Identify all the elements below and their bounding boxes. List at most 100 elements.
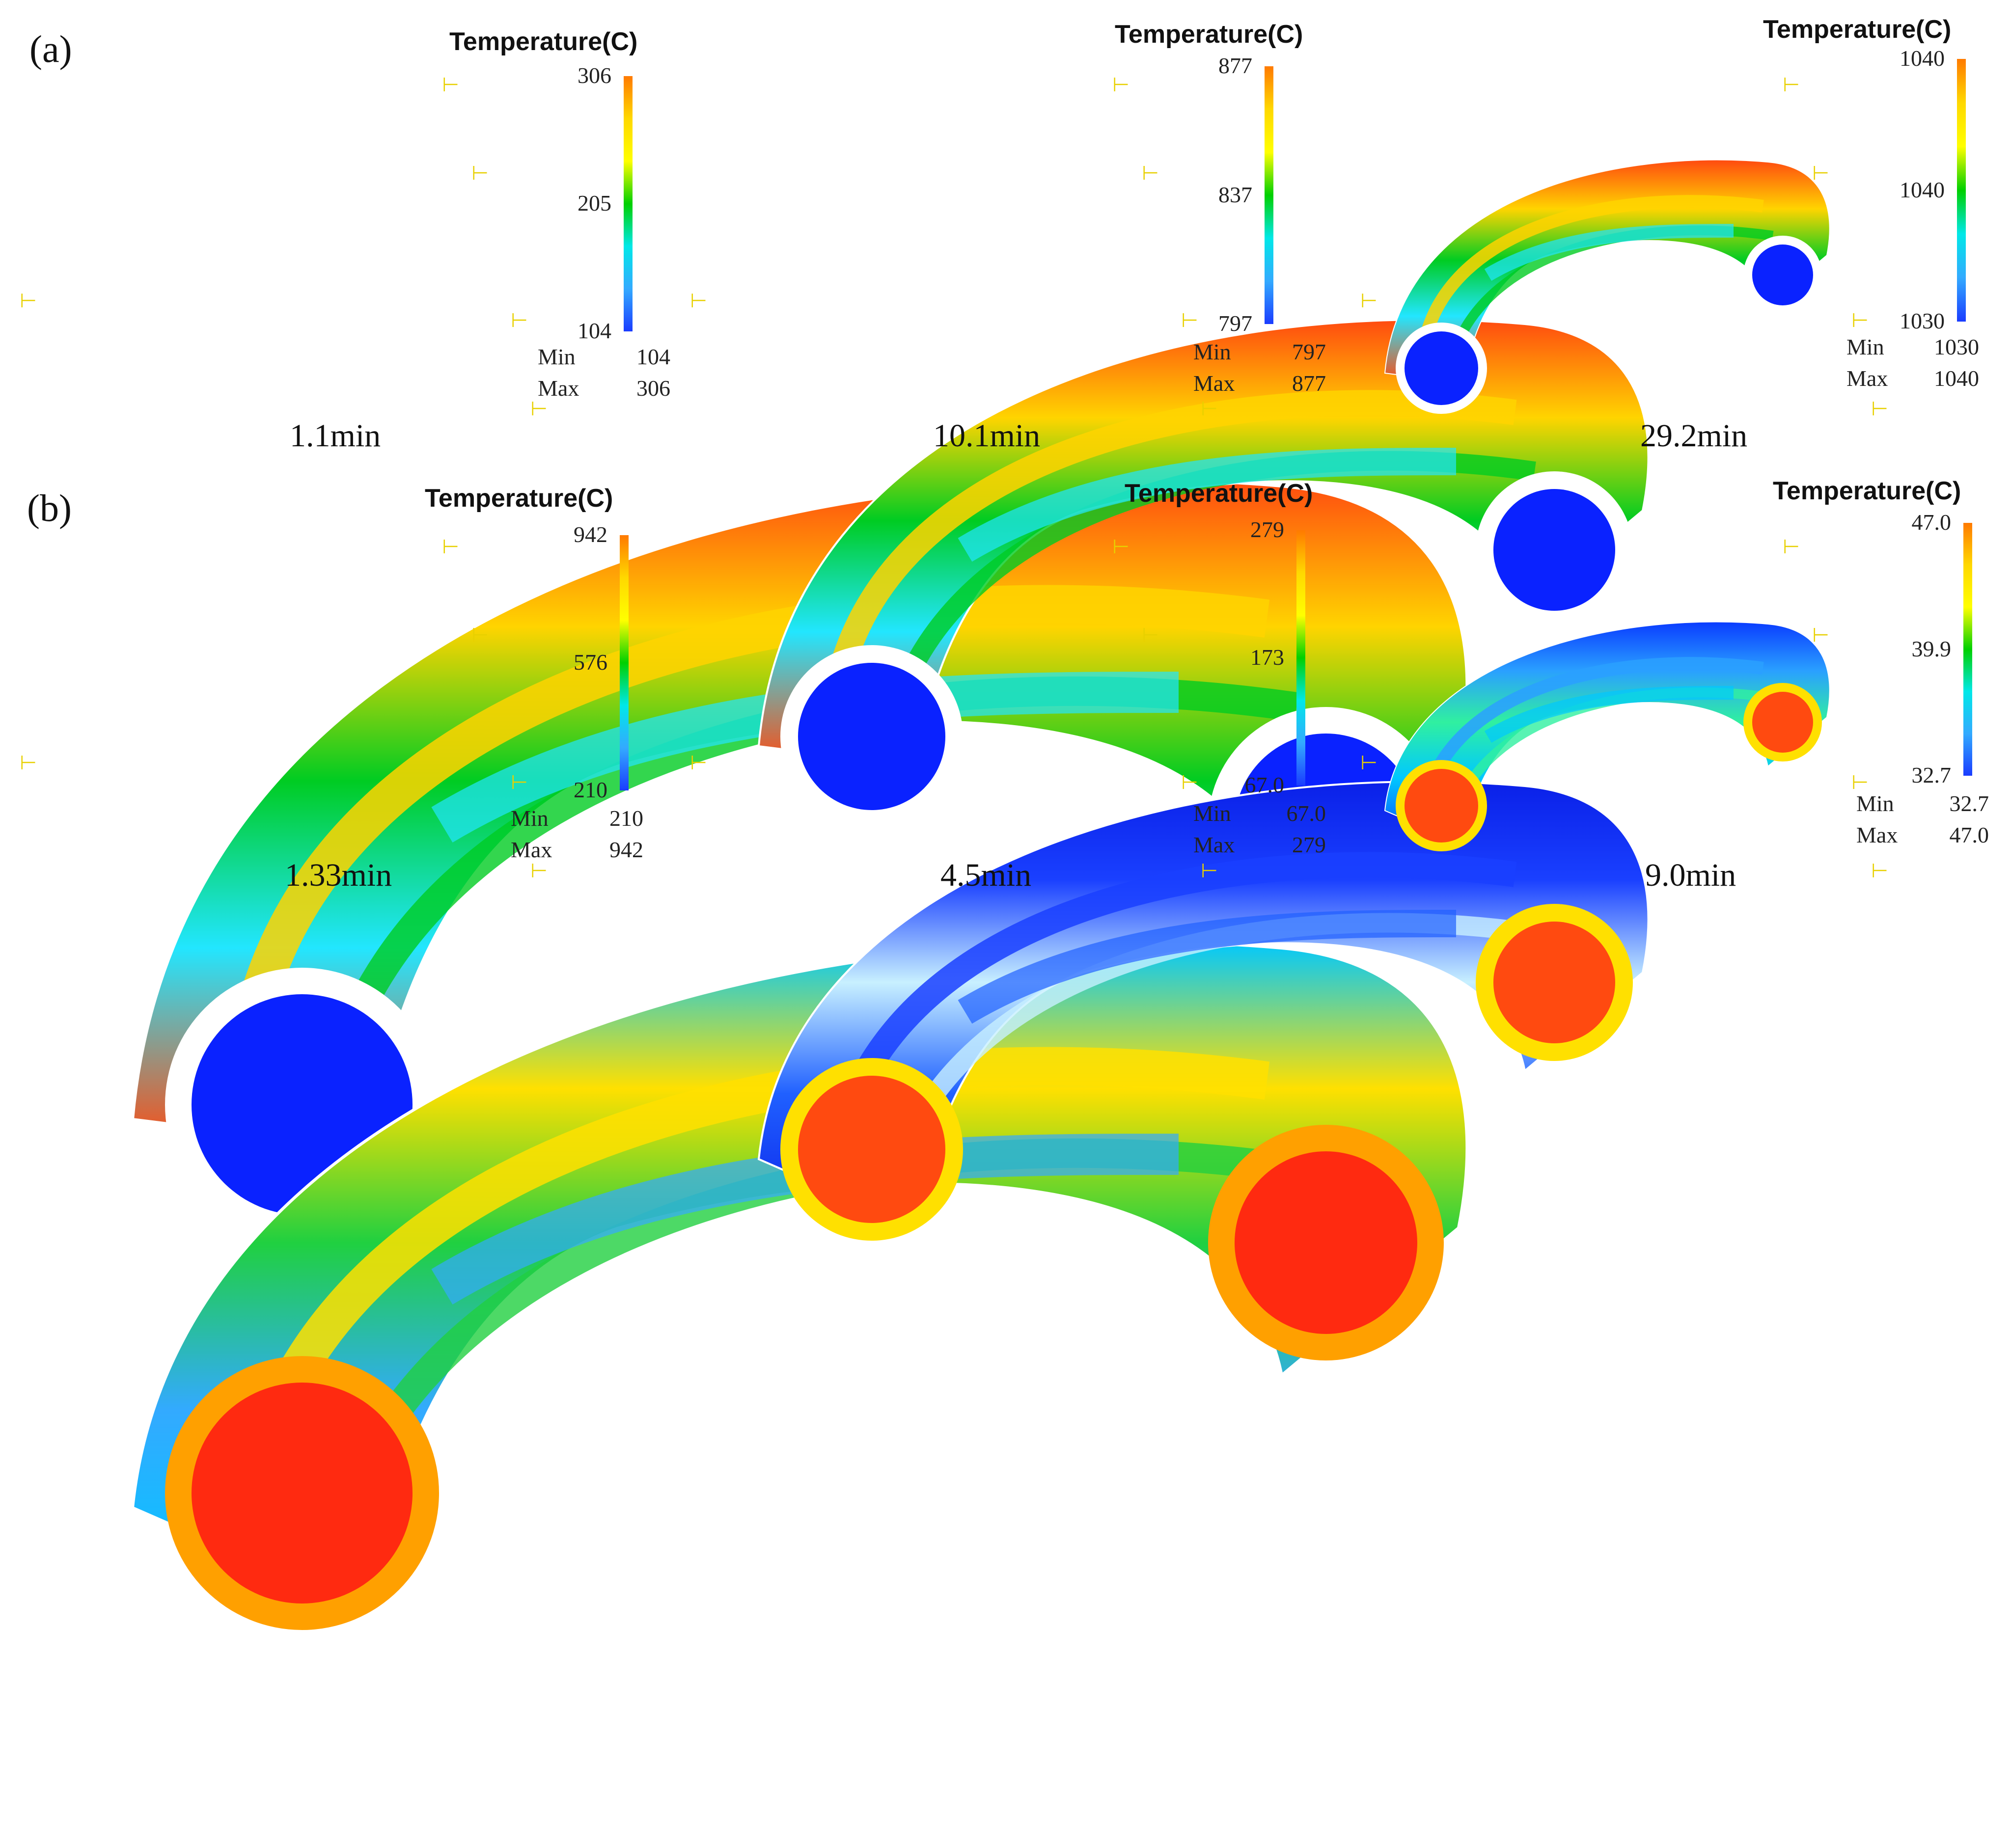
cross-section-core (1752, 245, 1813, 305)
view-axis-mark: ⊢ (1851, 309, 1869, 332)
view-axis-mark: ⊢ (1142, 162, 1159, 185)
max-label: Max (1856, 822, 1898, 847)
cross-section-core (1493, 922, 1615, 1043)
colorbar-tick-mid: 39.9 (1911, 636, 1952, 661)
min-label: Min (1193, 801, 1231, 826)
view-axis-mark: ⊢ (1783, 536, 1800, 558)
ring-band (1484, 686, 1734, 743)
view-axis-mark: ⊢ (690, 290, 707, 312)
max-value: 942 (609, 837, 643, 862)
legend-title: Temperature(C) (449, 27, 638, 56)
row-label-b: (b) (27, 487, 72, 529)
colorbar (1957, 59, 1966, 322)
min-value: 797 (1292, 339, 1326, 364)
view-axis-mark: ⊢ (1112, 74, 1129, 96)
view-axis-mark: ⊢ (20, 290, 37, 312)
view-axis-mark: ⊢ (1812, 162, 1829, 185)
colorbar-tick-top: 279 (1250, 517, 1284, 542)
colorbar-tick-top: 47.0 (1911, 510, 1952, 535)
time-label: 1.33min (285, 857, 392, 893)
colorbar (620, 535, 629, 790)
min-max-block: Min 67.0 Max 279 (1193, 800, 1326, 864)
figure: (a) (b) Temperature(C) 306 205 104 Min 104 Max… (20, 15, 1989, 1630)
min-max-block: Min 104 Max 306 (538, 344, 670, 408)
cross-section-core (798, 1076, 945, 1223)
max-value: 47.0 (1949, 822, 1989, 847)
max-value: 279 (1292, 832, 1326, 857)
view-axis-mark: ⊢ (1812, 624, 1829, 647)
time-label: 9.0min (1645, 857, 1736, 893)
colorbar-tick-mid: 1040 (1900, 177, 1945, 202)
min-value: 104 (636, 344, 670, 369)
max-label: Max (538, 376, 579, 401)
view-axis-mark: ⊢ (511, 771, 528, 794)
min-max-block: Min 32.7 Max 47.0 (1856, 790, 1989, 854)
max-value: 877 (1292, 371, 1326, 396)
view-axis-mark: ⊢ (1181, 309, 1198, 332)
colorbar-tick-mid: 205 (578, 190, 611, 216)
min-value: 67.0 (1286, 801, 1326, 826)
legend-title: Temperature(C) (425, 484, 613, 513)
min-label: Min (1856, 791, 1894, 816)
cross-section-core (798, 663, 945, 810)
colorbar (1296, 530, 1305, 786)
colorbar-tick-bottom: 210 (574, 777, 607, 802)
colorbar-tick-top: 877 (1218, 53, 1252, 78)
view-axis-mark: ⊢ (471, 162, 489, 185)
min-max-block: Min 1030 Max 1040 (1846, 334, 1979, 398)
colorbar-tick-mid: 173 (1250, 645, 1284, 670)
colorbar-tick-bottom: 797 (1218, 311, 1252, 336)
view-axis-mark: ⊢ (1851, 771, 1869, 794)
view-axis-mark: ⊢ (442, 74, 459, 96)
view-axis-mark: ⊢ (1360, 752, 1377, 774)
view-axis-mark: ⊢ (1201, 860, 1218, 882)
view-axis-mark: ⊢ (1181, 771, 1198, 794)
colorbar-tick-top: 1040 (1900, 46, 1945, 71)
view-axis-mark: ⊢ (20, 752, 37, 774)
ring-band (1418, 195, 1764, 345)
view-axis-mark: ⊢ (1871, 398, 1888, 420)
cross-section-core (1405, 331, 1478, 405)
view-axis-mark: ⊢ (1360, 290, 1377, 312)
view-axis-mark: ⊢ (530, 860, 548, 882)
view-axis-mark: ⊢ (1142, 624, 1159, 647)
ring-band (1418, 657, 1764, 807)
colorbar-tick-bottom: 67.0 (1244, 772, 1285, 797)
view-axis-mark: ⊢ (690, 752, 707, 774)
colorbar-tick-top: 306 (578, 63, 611, 88)
colorbar-tick-mid: 837 (1218, 182, 1252, 207)
min-max-block: Min 797 Max 877 (1193, 339, 1326, 403)
ring-model (1384, 159, 1830, 414)
view-axis-mark: ⊢ (1201, 398, 1218, 420)
max-value: 306 (636, 376, 670, 401)
colorbar-tick-bottom: 104 (578, 318, 611, 343)
colorbar (1265, 66, 1273, 324)
time-label: 4.5min (940, 857, 1032, 893)
time-label: 10.1min (933, 418, 1041, 454)
min-value: 1030 (1934, 334, 1979, 359)
max-label: Max (1193, 832, 1235, 857)
min-label: Min (1193, 339, 1231, 364)
view-axis-mark: ⊢ (1871, 860, 1888, 882)
ring-model (757, 319, 1650, 828)
ring-band (958, 448, 1457, 562)
view-axis-mark: ⊢ (511, 309, 528, 332)
cross-section-core (1752, 692, 1813, 753)
colorbar (1963, 523, 1972, 776)
view-axis-mark: ⊢ (1783, 74, 1800, 96)
view-axis-mark: ⊢ (530, 398, 548, 420)
view-axis-mark: ⊢ (442, 536, 459, 558)
colorbar-tick-bottom: 32.7 (1911, 762, 1952, 788)
view-axis-mark: ⊢ (471, 624, 489, 647)
colorbar (624, 76, 633, 331)
time-label: 29.2min (1640, 418, 1748, 454)
max-value: 1040 (1934, 366, 1979, 391)
time-label: 1.1min (290, 418, 381, 454)
cross-section-core (192, 1383, 413, 1603)
min-max-block: Min 210 Max 942 (511, 805, 643, 869)
colorbar-tick-bottom: 1030 (1900, 308, 1945, 333)
min-label: Min (1846, 334, 1884, 359)
min-value: 32.7 (1949, 791, 1989, 816)
cross-section-core (1493, 489, 1615, 611)
ring-model (1384, 621, 1830, 851)
